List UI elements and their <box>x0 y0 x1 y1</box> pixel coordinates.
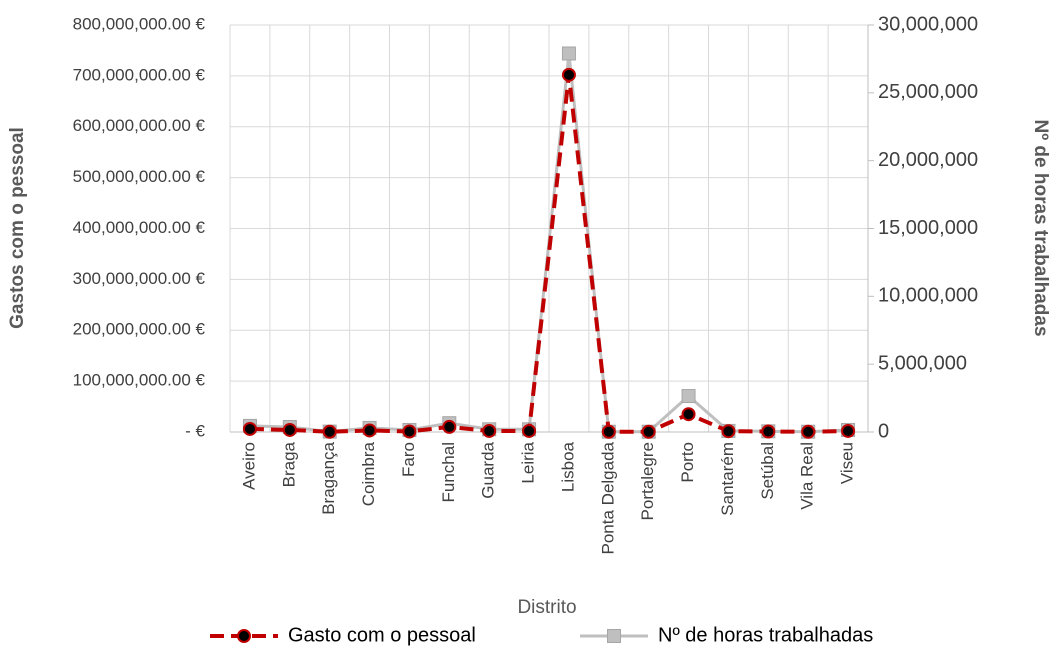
y-tick-label: 600,000,000.00 € <box>73 116 206 135</box>
point <box>442 419 457 434</box>
point <box>322 424 337 439</box>
x-tick-label: Aveiro <box>239 442 258 490</box>
y2-tick-label: 25,000,000 <box>878 81 978 103</box>
point <box>601 424 616 439</box>
y2-tick-label: 5,000,000 <box>878 352 967 374</box>
point <box>402 424 417 439</box>
y-tick-label: 800,000,000.00 € <box>73 14 206 33</box>
x-tick-label: Santarém <box>718 442 737 516</box>
point <box>841 423 856 438</box>
y-tick-label: 500,000,000.00 € <box>73 167 206 186</box>
x-tick-label: Viseu <box>838 442 857 484</box>
x-tick-label: Lisboa <box>558 441 577 492</box>
y-axis-title: Gastos com o pessoal <box>7 127 28 329</box>
y2-axis-title: Nº de horas trabalhadas <box>1030 119 1051 336</box>
legend-label: Nº de horas trabalhadas <box>658 624 873 646</box>
point <box>641 424 656 439</box>
point <box>681 389 696 404</box>
x-tick-label: Bragança <box>319 441 338 514</box>
x-tick-label: Porto <box>678 442 697 483</box>
x-tick-label: Portalegre <box>638 442 657 520</box>
point <box>482 423 497 438</box>
legend-marker <box>607 629 621 643</box>
point <box>561 67 576 82</box>
x-tick-label: Leiria <box>519 441 538 483</box>
x-tick-label: Coimbra <box>359 441 378 506</box>
x-tick-label: Guarda <box>479 441 498 498</box>
y-tick-label: 200,000,000.00 € <box>73 320 206 339</box>
x-tick-label: Faro <box>399 442 418 477</box>
x-tick-label: Braga <box>279 441 298 487</box>
y-tick-label: 300,000,000.00 € <box>73 269 206 288</box>
x-tick-label: Funchal <box>439 442 458 502</box>
point <box>282 422 297 437</box>
y-tick-label: 400,000,000.00 € <box>73 218 206 237</box>
y2-tick-label: 0 <box>878 420 889 442</box>
x-tick-label: Ponta Delgada <box>598 441 617 554</box>
legend-marker <box>237 629 251 643</box>
x-axis-title: Distrito <box>517 597 576 618</box>
legend-label: Gasto com o pessoal <box>288 624 476 646</box>
point <box>561 46 576 61</box>
series-line <box>249 74 849 434</box>
y2-tick-label: 30,000,000 <box>878 13 978 35</box>
point <box>801 424 816 439</box>
y2-tick-label: 10,000,000 <box>878 285 978 307</box>
point <box>362 423 377 438</box>
y-tick-label: - € <box>185 421 205 440</box>
x-tick-label: Vila Real <box>798 442 817 510</box>
y-tick-label: 100,000,000.00 € <box>73 371 206 390</box>
point <box>522 423 537 438</box>
y2-tick-label: 15,000,000 <box>878 217 978 239</box>
point <box>681 407 696 422</box>
point <box>761 424 776 439</box>
point <box>242 421 257 436</box>
x-tick-label: Setúbal <box>758 442 777 500</box>
y2-tick-label: 20,000,000 <box>878 149 978 171</box>
y-tick-label: 700,000,000.00 € <box>73 65 206 84</box>
point <box>721 424 736 439</box>
